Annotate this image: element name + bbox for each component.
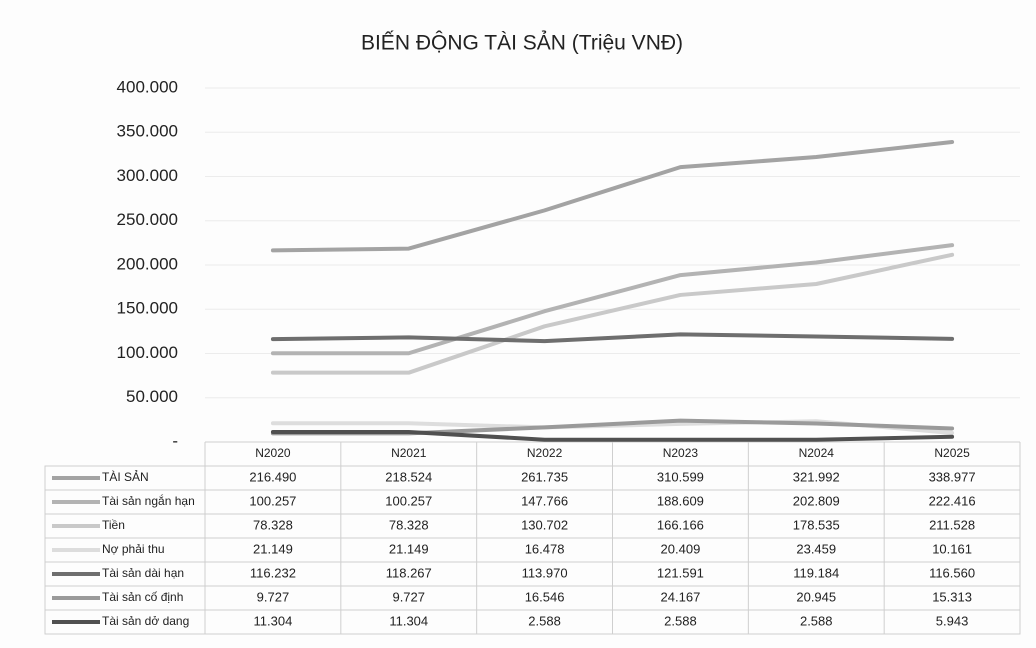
table-cell: 2.588 xyxy=(528,613,561,628)
x-tick-label: N2023 xyxy=(663,446,699,460)
table-cell: 78.328 xyxy=(389,517,429,532)
table-cell: 2.588 xyxy=(664,613,697,628)
table-cell: 147.766 xyxy=(521,493,568,508)
y-tick-label: 300.000 xyxy=(117,166,178,185)
table-cell: 100.257 xyxy=(249,493,296,508)
table-cell: 20.409 xyxy=(661,541,701,556)
table-cell: 310.599 xyxy=(657,469,704,484)
table-cell: 24.167 xyxy=(661,589,701,604)
y-tick-label: 100.000 xyxy=(117,343,178,362)
table-cell: 216.490 xyxy=(249,469,296,484)
legend-label: Tiền xyxy=(102,518,125,532)
table-cell: 21.149 xyxy=(253,541,293,556)
y-tick-label: 50.000 xyxy=(126,387,178,406)
table-cell: 222.416 xyxy=(929,493,976,508)
legend-label: Tài sản dài hạn xyxy=(102,566,184,580)
table-cell: 20.945 xyxy=(796,589,836,604)
table-cell: 130.702 xyxy=(521,517,568,532)
table-cell: 9.727 xyxy=(392,589,425,604)
table-cell: 188.609 xyxy=(657,493,704,508)
table-cell: 11.304 xyxy=(254,613,293,628)
table-cell: 5.943 xyxy=(936,613,969,628)
table-cell: 202.809 xyxy=(793,493,840,508)
table-cell: 9.727 xyxy=(257,589,290,604)
y-tick-label: 400.000 xyxy=(117,77,178,96)
legend-label: Tài sản cố định xyxy=(102,590,183,604)
table-cell: 166.166 xyxy=(657,517,704,532)
y-tick-label: - xyxy=(172,431,178,450)
x-tick-label: N2020 xyxy=(255,446,291,460)
series-line xyxy=(270,252,955,375)
series-line xyxy=(270,243,955,356)
table-cell: 15.313 xyxy=(932,589,972,604)
x-tick-label: N2025 xyxy=(934,446,970,460)
table-cell: 113.970 xyxy=(522,565,568,580)
table-cell: 11.304 xyxy=(389,613,428,628)
legend-label: Nợ phải thu xyxy=(102,542,165,556)
table-cell: 116.232 xyxy=(250,565,296,580)
table-cell: 211.528 xyxy=(929,517,975,532)
series-line xyxy=(270,140,955,253)
table-cell: 16.546 xyxy=(525,589,565,604)
table-cell: 100.257 xyxy=(385,493,432,508)
series-line xyxy=(270,429,955,442)
x-tick-label: N2022 xyxy=(527,446,563,460)
table-cell: 121.591 xyxy=(657,565,704,580)
table-cell: 116.560 xyxy=(929,565,975,580)
chart-title: BIẾN ĐỘNG TÀI SẢN (Triệu VNĐ) xyxy=(361,32,683,55)
table-cell: 21.149 xyxy=(389,541,429,556)
table-cell: 16.478 xyxy=(525,541,565,556)
y-tick-label: 200.000 xyxy=(117,254,178,273)
legend-label: TÀI SẢN xyxy=(102,469,149,484)
table-cell: 10.161 xyxy=(932,541,972,556)
legend-label: Tài sản dở dang xyxy=(102,614,189,628)
table-cell: 338.977 xyxy=(929,469,976,484)
y-tick-label: 250.000 xyxy=(117,210,178,229)
table-cell: 78.328 xyxy=(253,517,293,532)
table-cell: 178.535 xyxy=(793,517,840,532)
legend-label: Tài sản ngắn hạn xyxy=(102,493,195,508)
table-cell: 218.524 xyxy=(385,469,432,484)
table-cell: 23.459 xyxy=(796,541,836,556)
table-cell: 118.267 xyxy=(386,565,432,580)
series-line xyxy=(270,332,955,344)
y-tick-label: 350.000 xyxy=(117,122,178,141)
y-tick-label: 150.000 xyxy=(117,299,178,318)
table-cell: 2.588 xyxy=(800,613,833,628)
x-tick-label: N2021 xyxy=(391,446,427,460)
table-cell: 321.992 xyxy=(793,469,840,484)
table-cell: 261.735 xyxy=(521,469,568,484)
x-tick-label: N2024 xyxy=(799,446,835,460)
table-cell: 119.184 xyxy=(793,565,839,580)
